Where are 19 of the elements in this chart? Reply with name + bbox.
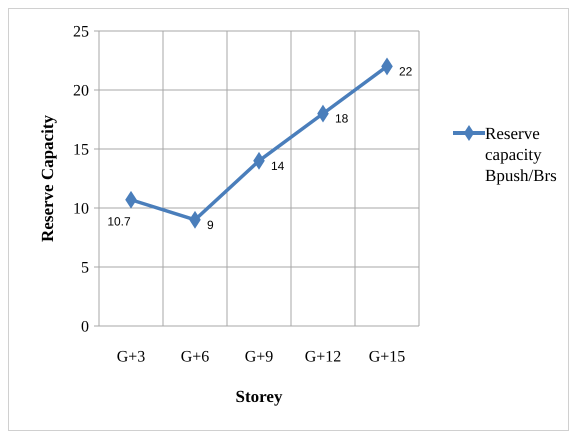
data-label: 10.7	[107, 214, 131, 229]
y-tick-label: 15	[73, 142, 89, 159]
x-tick-label: G+6	[180, 348, 210, 366]
y-tick-label: 25	[73, 24, 89, 41]
y-tick-label: 0	[81, 318, 89, 336]
x-tick-label: G+3	[116, 348, 146, 366]
y-tick-label: 5	[81, 260, 89, 277]
x-tick-label: G+12	[304, 348, 342, 366]
y-tick-label: 10	[73, 200, 89, 218]
x-tick-label: G+15	[368, 348, 406, 366]
y-tick-label: 20	[73, 82, 89, 100]
x-axis-title: Storey	[236, 387, 283, 406]
y-axis-title: Reserve Capacity	[38, 114, 58, 242]
data-label: 18	[335, 112, 349, 126]
data-label: 14	[271, 158, 285, 173]
data-label: 22	[399, 64, 413, 78]
legend-label: Reserve capacity Bpush/Brs	[485, 123, 558, 186]
x-tick-label: G+9	[244, 348, 274, 366]
data-label: 9	[207, 218, 214, 232]
